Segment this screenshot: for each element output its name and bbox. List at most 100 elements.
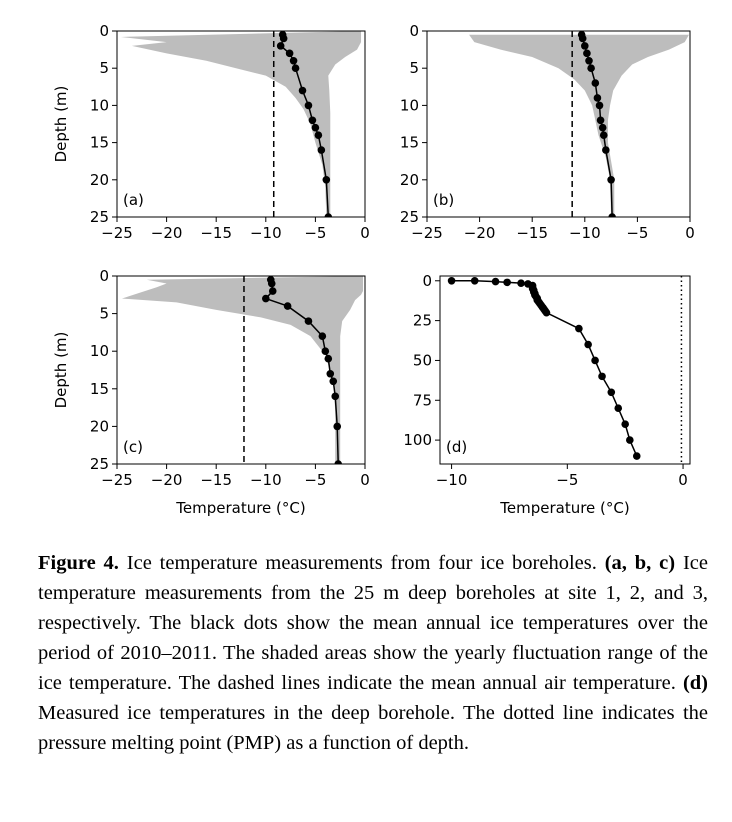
- data-point: [608, 213, 616, 217]
- y-tick-label: 25: [413, 312, 432, 330]
- data-point: [314, 131, 323, 139]
- data-point: [596, 116, 605, 125]
- data-point: [331, 392, 340, 401]
- caption-text-2: Ice temperature measurements from the 25…: [38, 552, 708, 694]
- y-tick-label: 25: [90, 208, 109, 226]
- data-point: [304, 317, 313, 325]
- data-point: [593, 94, 602, 102]
- plot-frame: [116, 275, 366, 465]
- y-tick-label: 20: [400, 171, 419, 189]
- x-axis-label: Temperature (°C): [175, 499, 305, 517]
- y-tick-label: 10: [90, 96, 109, 114]
- data-point: [632, 452, 641, 460]
- data-point: [581, 42, 589, 50]
- plot-area: [121, 276, 364, 464]
- y-tick-label: 50: [413, 351, 432, 369]
- caption-text-1: Ice temperature measurements from four i…: [118, 552, 605, 574]
- data-point: [326, 369, 335, 378]
- data-point: [587, 64, 595, 72]
- y-tick-label: 75: [413, 391, 432, 409]
- y-tick-label: 20: [90, 417, 109, 435]
- plot-area: [120, 31, 362, 217]
- data-point: [591, 356, 599, 365]
- data-point: [267, 279, 276, 288]
- x-tick-label: −20: [151, 224, 183, 242]
- panel-c: −25 −20 −15 −10 −5 0 0 5 10 15 20 25 (c) Depth (m) Tem…: [52, 267, 370, 517]
- y-tick-label: 0: [99, 267, 109, 285]
- plot-area: [447, 276, 683, 464]
- plot-area: [469, 31, 689, 217]
- x-tick-label: 0: [678, 471, 688, 489]
- panel-d: −10 −5 0 0 25 50 75 100 (d) Temperature (°C): [403, 272, 691, 517]
- plot-frame: [426, 30, 691, 218]
- panel-a: −25 −20 −15 −10 −5 0 0 5 10 15 20 25 (a) Depth (m): [52, 22, 370, 242]
- x-axis-label: Temperature (°C): [499, 499, 629, 517]
- y-axis-label: Depth (m): [52, 86, 70, 163]
- figure-caption: Figure 4. Ice temperature measurements f…: [38, 548, 708, 758]
- data-point: [626, 436, 634, 444]
- data-point: [298, 86, 307, 95]
- x-tick-label: −10: [250, 224, 282, 242]
- x-tick-label: −15: [200, 471, 232, 489]
- y-tick-label: 15: [90, 380, 109, 398]
- panel-label: (d): [446, 438, 467, 456]
- data-point: [595, 101, 604, 110]
- data-point: [276, 42, 285, 50]
- panel-label: (a): [123, 191, 144, 209]
- caption-label: Figure 4.: [38, 552, 119, 574]
- y-tick-label: 15: [90, 134, 109, 152]
- data-point: [317, 146, 326, 154]
- y-axis-label: Depth (m): [52, 332, 70, 409]
- data-point: [308, 116, 317, 125]
- data-point: [324, 354, 333, 363]
- data-point: [607, 388, 616, 397]
- caption-label-abc: (a, b, c): [604, 552, 676, 574]
- figure-4-panels: −25 −20 −15 −10 −5 0 0 5 10 15 20 25 (a) Depth (m) −2…: [52, 22, 695, 517]
- data-point: [285, 49, 294, 58]
- data-point: [322, 176, 331, 184]
- data-point: [607, 176, 615, 184]
- y-tick-label: 20: [90, 171, 109, 189]
- x-tick-label: −25: [101, 471, 133, 489]
- data-point: [583, 49, 591, 58]
- x-tick-label: 0: [360, 224, 370, 242]
- data-point: [311, 123, 320, 132]
- x-tick-label: −15: [516, 224, 548, 242]
- data-point: [329, 377, 338, 386]
- x-tick-label: −10: [250, 471, 282, 489]
- y-tick-label: 25: [400, 208, 419, 226]
- y-tick-label: 0: [99, 22, 109, 40]
- caption-text-3: Measured ice temperatures in the deep bo…: [38, 702, 708, 754]
- data-point: [470, 276, 479, 285]
- y-tick-label: 25: [90, 455, 109, 473]
- x-tick-label: −25: [101, 224, 133, 242]
- panel-label: (c): [123, 438, 143, 456]
- y-tick-label: 5: [99, 305, 109, 323]
- y-tick-label: 15: [400, 134, 419, 152]
- data-point: [318, 332, 327, 340]
- data-point: [585, 56, 593, 65]
- data-point: [324, 213, 333, 217]
- data-point: [291, 64, 300, 72]
- x-tick-label: −5: [626, 224, 648, 242]
- data-point: [578, 34, 587, 43]
- data-point: [598, 123, 607, 132]
- data-point: [447, 276, 456, 285]
- x-tick-label: −20: [464, 224, 496, 242]
- data-point: [262, 294, 270, 303]
- x-tick-label: 0: [685, 224, 695, 242]
- data-point: [491, 277, 500, 286]
- data-point: [283, 302, 292, 310]
- data-point: [279, 34, 288, 43]
- y-tick-label: 5: [99, 59, 109, 77]
- plot-frame: [439, 275, 691, 465]
- panel-label: (b): [433, 191, 454, 209]
- x-tick-label: −25: [411, 224, 443, 242]
- data-point: [599, 131, 608, 139]
- y-tick-label: 10: [400, 96, 419, 114]
- y-tick-label: 0: [422, 272, 432, 290]
- data-point: [591, 79, 600, 87]
- plot-frame: [116, 30, 366, 218]
- x-tick-label: −15: [200, 224, 232, 242]
- x-tick-label: −5: [556, 471, 578, 489]
